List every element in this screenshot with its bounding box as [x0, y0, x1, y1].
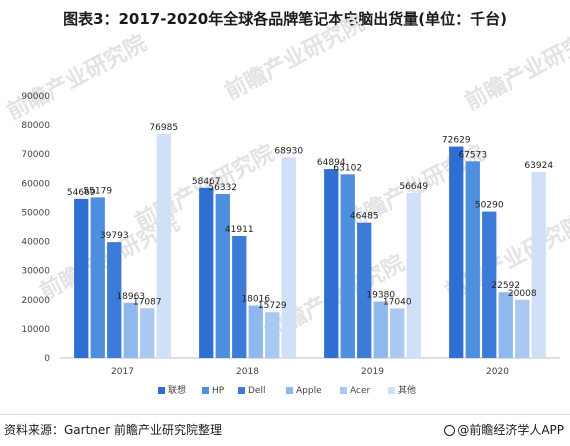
legend-swatch: [286, 387, 293, 394]
legend-label: 联想: [168, 384, 186, 396]
data-label: 76985: [149, 123, 178, 133]
bar: [357, 222, 372, 358]
bar: [406, 193, 421, 358]
data-label: 15729: [258, 301, 287, 311]
bar: [281, 157, 296, 358]
data-label: 17040: [383, 297, 412, 307]
bar: [340, 174, 355, 358]
data-label: 64894: [317, 158, 346, 168]
bar: [482, 211, 497, 358]
brand-logo-icon: [444, 425, 456, 436]
y-tick-label: 0: [44, 354, 50, 364]
y-tick-label: 40000: [21, 238, 50, 248]
data-label: 58467: [192, 177, 221, 187]
data-label: 56332: [208, 183, 237, 193]
data-label: 22592: [491, 281, 520, 291]
data-label: 63102: [333, 163, 362, 173]
legend-swatch: [388, 387, 395, 394]
legend-swatch: [238, 387, 245, 394]
data-label: 72629: [442, 136, 471, 146]
legend-label: Dell: [248, 386, 265, 396]
data-label: 50290: [475, 201, 504, 211]
data-label: 19380: [366, 291, 395, 301]
x-tick-label: 2017: [111, 367, 134, 377]
y-tick-label: 90000: [21, 92, 50, 102]
footer-divider: [0, 414, 570, 415]
y-tick-label: 50000: [21, 208, 50, 218]
bar: [90, 197, 105, 358]
bar: [248, 305, 263, 358]
bar: [215, 194, 230, 358]
legend: 联想 HP Dell Apple Acer 其他: [158, 384, 416, 396]
bar: [324, 169, 339, 358]
bar: [390, 308, 405, 358]
bar: [199, 187, 214, 358]
brand-credit-text: @前瞻经济学人APP: [457, 423, 564, 437]
data-label: 46485: [350, 212, 379, 222]
brand-credit: @前瞻经济学人APP: [444, 421, 564, 438]
bar: [373, 301, 388, 358]
watermark-text: 前瞻产业研究院: [3, 30, 151, 125]
y-tick-label: 70000: [21, 150, 50, 160]
legend-label: 其他: [398, 384, 416, 396]
bar: [156, 133, 171, 358]
legend-swatch: [202, 387, 209, 394]
legend-label: Acer: [350, 386, 370, 396]
data-label: 54669: [67, 188, 96, 198]
legend-label: HP: [212, 386, 225, 396]
legend-swatch: [158, 387, 165, 394]
y-tick-label: 30000: [21, 267, 50, 277]
data-label: 63924: [524, 161, 553, 171]
bar: [465, 161, 480, 358]
data-label: 18963: [116, 292, 145, 302]
bar: [74, 198, 89, 358]
bar: [515, 299, 530, 358]
data-label: 20008: [508, 289, 537, 299]
data-label: 39793: [100, 231, 129, 241]
source-note: 资料来源：Gartner 前瞻产业研究院整理: [4, 423, 223, 437]
y-tick-label: 20000: [21, 296, 50, 306]
x-tick-label: 2019: [361, 367, 384, 377]
watermark-text: 前瞻产业研究院: [461, 20, 570, 115]
bar: [498, 292, 513, 358]
data-label: 41911: [225, 225, 254, 235]
bar: [232, 235, 247, 358]
bar: [107, 242, 122, 358]
data-label: 55179: [83, 186, 112, 196]
y-tick-label: 60000: [21, 179, 50, 189]
data-label: 67573: [458, 150, 487, 160]
data-label: 17087: [133, 297, 162, 307]
bar: [123, 302, 138, 358]
watermark-text: 前瞻产业研究院: [221, 10, 369, 105]
bar: [265, 312, 280, 358]
chart-title: 图表3：2017-2020年全球各品牌笔记本电脑出货量(单位：千台): [63, 10, 507, 28]
data-label: 56649: [399, 182, 428, 192]
data-label: 68930: [274, 146, 303, 156]
axis-layer: 0 10000 20000 30000 40000 50000 60000 70000 8000…: [21, 92, 560, 377]
y-tick-label: 80000: [21, 121, 50, 131]
bars-layer: [74, 133, 546, 358]
x-tick-label: 2020: [486, 367, 509, 377]
bar: [140, 308, 155, 358]
legend-swatch: [340, 387, 347, 394]
x-tick-label: 2018: [236, 367, 259, 377]
bar: [531, 171, 546, 358]
bar: [449, 146, 464, 358]
data-label: 18016: [241, 295, 270, 305]
y-tick-label: 10000: [21, 325, 50, 335]
legend-label: Apple: [296, 386, 322, 396]
